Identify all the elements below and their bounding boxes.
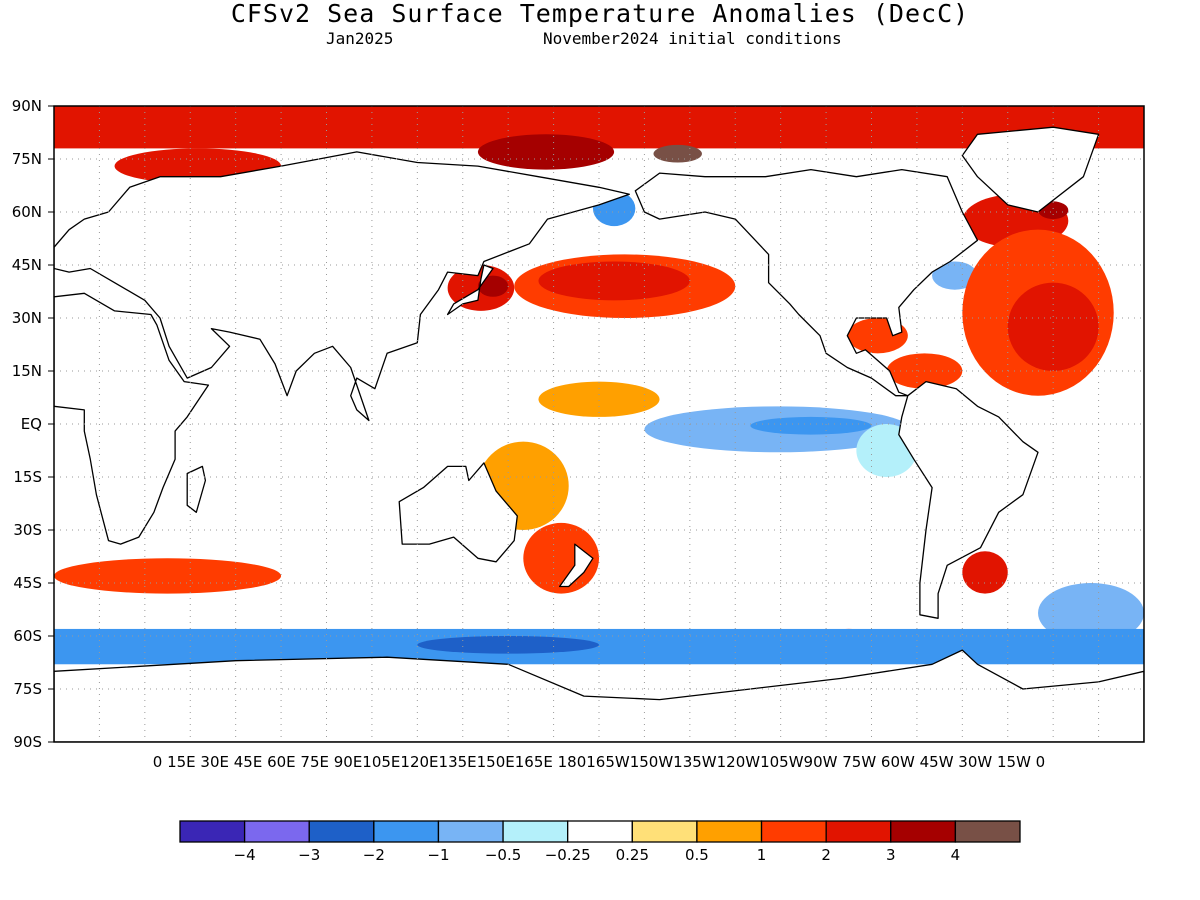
anomaly-region xyxy=(417,636,599,654)
anomaly-region xyxy=(538,261,690,301)
chart-title: CFSv2 Sea Surface Temperature Anomalies … xyxy=(230,0,970,28)
landmass xyxy=(54,292,210,545)
colorbar-label: 0.5 xyxy=(685,846,709,864)
colorbar-label: −0.25 xyxy=(545,846,591,864)
colorbar-swatch xyxy=(437,820,504,843)
lat-label: 90N xyxy=(12,97,42,115)
colorbar-label: −2 xyxy=(363,846,385,864)
lat-label: EQ xyxy=(21,415,42,433)
colorbar-swatch xyxy=(954,820,1021,843)
colorbar-labels: −4 −3 −2 −1 −0.5 −0.25 0.25 0.5 1 2 3 4 xyxy=(234,846,961,864)
colorbar-label: −3 xyxy=(298,846,320,864)
colorbar-swatch xyxy=(373,820,440,843)
colorbar-label: 0.25 xyxy=(616,846,649,864)
forecast-month: Jan2025 xyxy=(326,29,394,48)
colorbar-label: −1 xyxy=(427,846,449,864)
anomaly-region xyxy=(962,551,1008,594)
landmass xyxy=(186,465,207,513)
colorbar xyxy=(179,820,1021,843)
initial-conditions: November2024 initial conditions xyxy=(543,29,842,48)
land-layer xyxy=(54,126,1144,742)
landmass xyxy=(961,126,1100,213)
lat-label: 15S xyxy=(13,468,42,486)
landmass xyxy=(398,462,518,563)
lat-label: 45N xyxy=(12,256,42,274)
colorbar-swatch xyxy=(631,820,698,843)
colorbar-label: 2 xyxy=(821,846,831,864)
lon-labels: 0 15E 30E 45E 60E 75E 90E105E120E135E150… xyxy=(153,753,1045,771)
landmass xyxy=(558,543,594,588)
lat-label: 15N xyxy=(12,362,42,380)
landmass xyxy=(54,649,1144,742)
lat-label: 45S xyxy=(13,574,42,592)
colorbar-label: −4 xyxy=(234,846,256,864)
anomaly-region xyxy=(750,416,872,435)
anomaly-region xyxy=(1007,282,1099,372)
colorbar-label: 3 xyxy=(886,846,896,864)
lat-label: 30S xyxy=(13,521,42,539)
anomaly-region xyxy=(54,558,282,594)
colorbar-swatch xyxy=(890,820,957,843)
lat-label: 60S xyxy=(13,627,42,645)
landmass xyxy=(898,380,1039,619)
lat-label: 30N xyxy=(12,309,42,327)
landmass xyxy=(446,264,494,316)
colorbar-swatch xyxy=(179,820,246,843)
anomaly-region xyxy=(932,261,978,290)
anomaly-region xyxy=(538,381,660,417)
lat-label: 90S xyxy=(13,733,42,751)
landmass xyxy=(634,168,979,397)
colorbar-swatch xyxy=(696,820,763,843)
colorbar-swatch xyxy=(825,820,892,843)
lat-label: 75N xyxy=(12,150,42,168)
colorbar-label: 1 xyxy=(757,846,767,864)
colorbar-swatch xyxy=(567,820,633,843)
lat-label: 75S xyxy=(13,680,42,698)
anomaly-region xyxy=(1038,583,1144,644)
colorbar-swatch xyxy=(502,820,569,843)
colorbar-swatch xyxy=(760,820,827,843)
colorbar-label: 4 xyxy=(951,846,961,864)
colorbar-swatch xyxy=(243,820,310,843)
colorbar-label: −0.5 xyxy=(485,846,521,864)
anomaly-region xyxy=(477,134,615,170)
colorbar-swatch xyxy=(308,820,375,843)
lat-label: 60N xyxy=(12,203,42,221)
anomaly-region xyxy=(477,275,509,297)
lat-labels: 90N 75N 60N 45N 30N 15N EQ 15S 30S 45S 60S 75S 90S xyxy=(12,97,54,751)
grid-layer xyxy=(54,106,1144,742)
anomaly-region xyxy=(653,144,702,163)
